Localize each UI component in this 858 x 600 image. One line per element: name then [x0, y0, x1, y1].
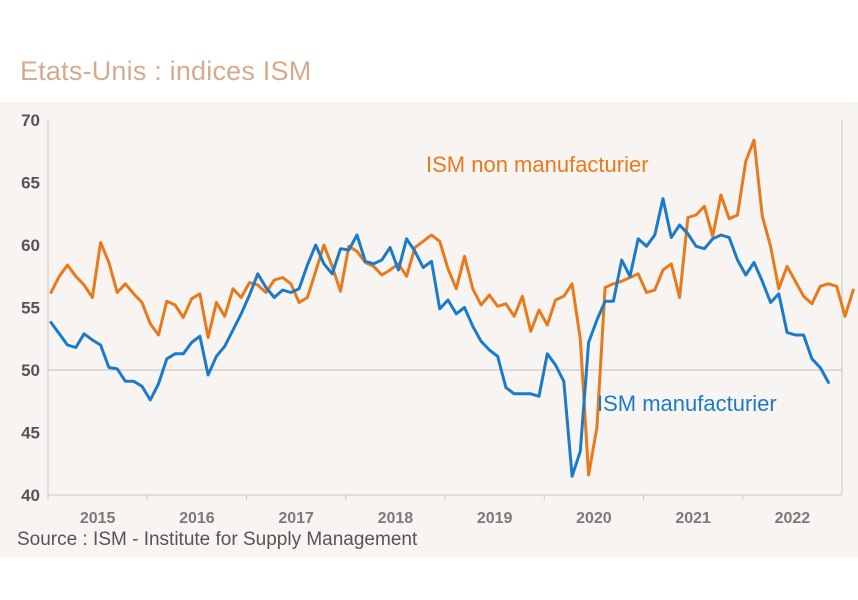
y-tick-label: 65 [21, 174, 40, 193]
x-tick-label: 2018 [378, 510, 414, 527]
series-label-non-manufacturing: ISM non manufacturier [426, 152, 649, 177]
x-tick-label: 2021 [675, 510, 711, 527]
y-tick-label: 45 [21, 424, 40, 443]
y-tick-label: 40 [21, 486, 40, 505]
chart-title: Etats-Unis : indices ISM [20, 56, 312, 86]
series-line-manufacturing [49, 197, 830, 478]
x-tick-label: 2015 [80, 510, 116, 527]
y-tick-label: 50 [21, 361, 40, 380]
series-label-manufacturing: ISM manufacturier [597, 391, 777, 416]
x-tick-label: 2020 [576, 510, 612, 527]
y-tick-label: 70 [21, 111, 40, 130]
x-tick-label: 2022 [775, 510, 811, 527]
source-note: Source : ISM - Institute for Supply Mana… [17, 529, 418, 550]
y-tick-label: 55 [21, 299, 40, 318]
x-tick-label: 2019 [477, 510, 513, 527]
chart-panel [0, 102, 858, 557]
x-tick-label: 2017 [278, 510, 314, 527]
y-tick-label: 60 [21, 236, 40, 255]
series-line-non-manufacturing [49, 138, 855, 477]
x-tick-label: 2016 [179, 510, 215, 527]
